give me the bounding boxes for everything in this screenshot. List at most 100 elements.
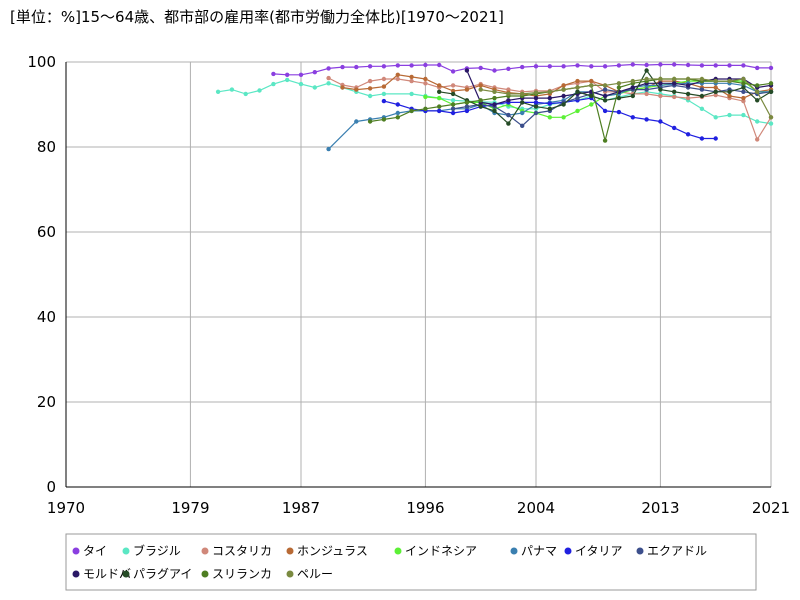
data-point <box>464 87 470 92</box>
data-point <box>699 76 705 82</box>
data-point <box>727 93 732 99</box>
data-point <box>768 89 774 95</box>
grid-lines <box>65 61 772 488</box>
legend-marker <box>286 547 294 555</box>
data-point <box>409 108 414 114</box>
data-point <box>492 68 497 73</box>
data-point <box>367 86 373 91</box>
data-point <box>423 106 428 112</box>
data-point <box>644 117 649 122</box>
data-point <box>381 117 387 122</box>
data-point <box>755 89 760 95</box>
data-point <box>713 92 718 98</box>
data-point <box>644 91 649 97</box>
data-point <box>768 121 774 126</box>
data-point <box>755 119 760 124</box>
data-point <box>699 93 705 99</box>
data-point <box>755 137 760 142</box>
data-point <box>423 62 428 68</box>
y-tick-label: 80 <box>37 138 56 156</box>
data-point <box>450 102 456 107</box>
data-point <box>381 76 387 82</box>
data-point <box>395 102 400 107</box>
data-point <box>589 93 594 99</box>
data-point <box>437 95 442 101</box>
data-point <box>450 110 456 116</box>
data-point <box>478 98 483 103</box>
data-point <box>520 64 525 70</box>
data-point <box>699 63 705 68</box>
data-point <box>326 75 331 81</box>
data-point <box>602 64 608 69</box>
data-point <box>713 63 718 68</box>
data-point <box>644 76 649 82</box>
data-point <box>450 69 456 74</box>
data-point <box>285 72 290 78</box>
data-point <box>658 93 663 99</box>
data-point <box>575 95 580 101</box>
data-point <box>381 84 387 89</box>
data-point <box>713 115 718 120</box>
data-point <box>699 106 705 112</box>
data-point <box>699 136 705 141</box>
data-point <box>741 95 746 101</box>
data-point <box>616 85 622 90</box>
series-11 <box>367 76 774 143</box>
y-tick-label: 100 <box>27 53 56 71</box>
data-point <box>768 65 774 71</box>
legend-marker <box>72 570 80 578</box>
data-point <box>672 81 677 86</box>
data-point <box>768 115 774 120</box>
data-point <box>741 63 746 68</box>
data-point <box>506 91 511 97</box>
legend-item: タイ <box>72 544 107 558</box>
data-point <box>741 76 746 82</box>
data-point <box>741 81 746 86</box>
data-point <box>561 115 566 120</box>
legend-marker <box>394 547 402 555</box>
data-point <box>492 89 497 95</box>
data-point <box>713 78 718 84</box>
legend-item: モルドバ <box>72 567 131 581</box>
data-point <box>547 89 552 95</box>
data-point <box>755 83 760 88</box>
data-point <box>741 89 746 95</box>
data-point <box>395 110 400 116</box>
legend-label: ホンジュラス <box>297 544 368 558</box>
data-point <box>672 62 677 67</box>
data-point <box>685 91 691 97</box>
chart-title: [単位：%]15～64歳、都市部の雇用率(都市労働力全体比)[1970～2021… <box>10 8 504 26</box>
data-point <box>616 95 622 101</box>
data-point <box>409 74 414 80</box>
tick-labels: 0 20 40 60 80 100 1970 1979 1987 1996 2004 2013 2021 <box>27 53 790 517</box>
data-point <box>755 65 760 71</box>
data-point <box>520 100 525 105</box>
data-point <box>547 64 552 69</box>
data-point <box>727 63 732 68</box>
legend: タイ ブラジル コスタリカ ホンジュラス インドネシア パナマ イタリア エクアドルモルドバパ… <box>65 533 757 591</box>
legend-label: エクアドル <box>647 544 707 558</box>
data-point <box>630 78 635 84</box>
data-point <box>547 106 552 112</box>
data-point <box>464 100 470 105</box>
data-point <box>699 87 705 92</box>
series-line <box>480 78 772 118</box>
data-point <box>409 91 414 97</box>
data-point <box>685 83 691 88</box>
legend-item: スリランカ <box>201 567 272 581</box>
legend-item: イタリア <box>564 544 623 558</box>
data-point <box>437 104 442 109</box>
data-point <box>561 87 566 92</box>
legend-item: エクアドル <box>636 544 707 558</box>
data-point <box>741 85 746 90</box>
data-point <box>437 89 442 95</box>
data-point <box>741 112 746 118</box>
series-8 <box>450 83 774 128</box>
data-point <box>602 93 608 99</box>
data-point <box>381 91 387 97</box>
data-point <box>672 89 677 95</box>
data-point <box>354 87 359 92</box>
data-point <box>257 88 262 93</box>
legend-label: スリランカ <box>212 567 272 581</box>
